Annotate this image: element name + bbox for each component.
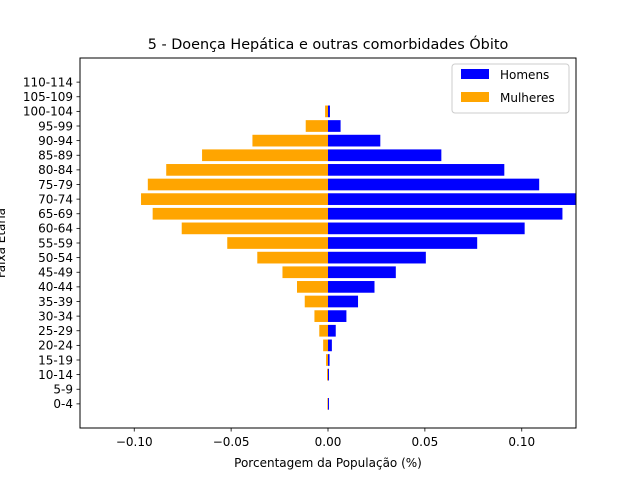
y-tick-label: 0-4 <box>53 397 73 411</box>
bar-mulheres-90-94 <box>252 134 328 147</box>
bar-homens-20-24 <box>328 339 332 352</box>
bar-homens-70-74 <box>328 193 576 205</box>
x-tick-label: 0.00 <box>315 435 342 449</box>
y-tick-label: 95-99 <box>38 119 73 133</box>
y-tick-label: 45-49 <box>38 266 73 280</box>
bar-homens-15-19 <box>328 354 330 366</box>
bar-homens-65-69 <box>328 207 563 220</box>
y-tick-label: 90-94 <box>38 134 73 148</box>
y-tick-label: 10-14 <box>38 368 73 382</box>
bar-mulheres-45-49 <box>282 266 328 279</box>
legend: Homens Mulheres <box>451 63 570 114</box>
y-tick-label: 75-79 <box>38 178 73 192</box>
bar-mulheres-100-104 <box>325 105 328 118</box>
x-tick-label: 0.10 <box>508 435 535 449</box>
bar-homens-75-79 <box>328 178 540 191</box>
y-tick-label: 60-64 <box>38 222 73 236</box>
bar-homens-0-4 <box>328 398 329 410</box>
bar-homens-10-14 <box>328 368 329 381</box>
y-tick-label: 30-34 <box>38 309 73 323</box>
bar-homens-80-84 <box>328 164 505 176</box>
y-tick-label: 100-104 <box>23 105 73 119</box>
bar-mulheres-10-14 <box>327 368 328 381</box>
bar-mulheres-25-29 <box>319 324 328 337</box>
bar-homens-55-59 <box>328 237 478 249</box>
bar-mulheres-20-24 <box>323 339 328 352</box>
bar-mulheres-35-39 <box>304 295 328 308</box>
bar-mulheres-30-34 <box>314 310 328 322</box>
bar-mulheres-0-4 <box>327 398 328 410</box>
x-tick-label: −0.05 <box>213 435 250 449</box>
bar-homens-100-104 <box>328 105 330 118</box>
bar-homens-90-94 <box>328 134 381 147</box>
x-axis-label: Porcentagem da População (%) <box>234 456 422 470</box>
y-tick-label: 70-74 <box>38 192 73 206</box>
legend-swatch-homens <box>461 69 489 79</box>
bar-homens-50-54 <box>328 251 426 264</box>
y-tick-label: 40-44 <box>38 280 73 294</box>
bar-homens-60-64 <box>328 222 525 235</box>
bar-mulheres-80-84 <box>166 164 328 176</box>
x-tick-label: −0.10 <box>116 435 153 449</box>
y-axis-label: Faixa Etária <box>0 208 8 278</box>
y-axis: 0-45-910-1415-1920-2425-2930-3435-3940-4… <box>23 75 80 411</box>
y-tick-label: 55-59 <box>38 236 73 250</box>
bar-mulheres-95-99 <box>305 120 328 132</box>
bar-homens-40-44 <box>328 281 375 293</box>
bar-mulheres-65-69 <box>152 207 328 220</box>
y-tick-label: 35-39 <box>38 295 73 309</box>
y-tick-label: 65-69 <box>38 207 73 221</box>
y-tick-label: 20-24 <box>38 339 73 353</box>
bar-mulheres-70-74 <box>141 193 328 205</box>
y-tick-label: 85-89 <box>38 149 73 163</box>
x-tick-label: 0.05 <box>412 435 439 449</box>
legend-label-homens: Homens <box>500 68 549 82</box>
bar-homens-30-34 <box>328 310 347 322</box>
y-tick-label: 110-114 <box>23 75 73 89</box>
legend-label-mulheres: Mulheres <box>500 91 555 105</box>
bar-homens-25-29 <box>328 324 336 337</box>
y-tick-label: 80-84 <box>38 163 73 177</box>
bar-mulheres-85-89 <box>202 149 328 162</box>
bar-mulheres-50-54 <box>257 251 328 264</box>
bar-homens-45-49 <box>328 266 396 279</box>
y-tick-label: 15-19 <box>38 353 73 367</box>
x-axis: −0.10 −0.05 0.00 0.05 0.10 <box>116 428 535 449</box>
bar-mulheres-55-59 <box>227 237 328 249</box>
bar-homens-95-99 <box>328 120 341 132</box>
y-tick-label: 25-29 <box>38 324 73 338</box>
bars-layer <box>141 105 576 410</box>
bar-mulheres-40-44 <box>297 281 328 293</box>
bar-mulheres-75-79 <box>147 178 328 191</box>
bar-mulheres-60-64 <box>181 222 328 235</box>
bar-homens-35-39 <box>328 295 359 308</box>
legend-swatch-mulheres <box>461 92 489 102</box>
y-tick-label: 105-109 <box>23 90 73 104</box>
bar-mulheres-15-19 <box>326 354 328 366</box>
chart-title: 5 - Doença Hepática e outras comorbidade… <box>148 35 509 53</box>
y-tick-label: 5-9 <box>53 383 73 397</box>
bar-homens-85-89 <box>328 149 442 162</box>
y-tick-label: 50-54 <box>38 251 73 265</box>
